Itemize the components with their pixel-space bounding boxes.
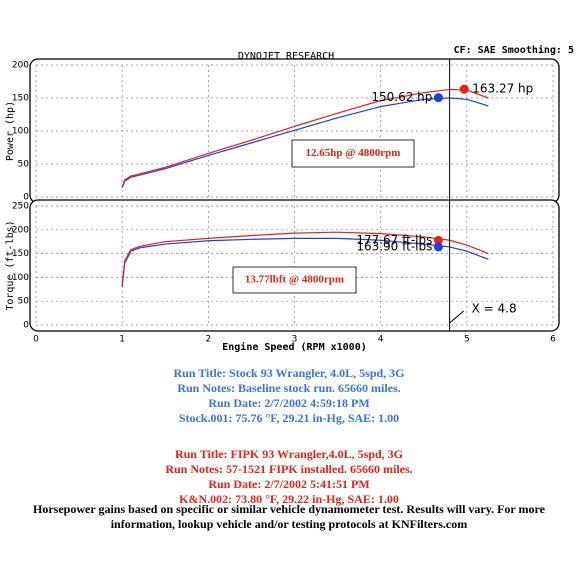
y-axis-label: Power (hp)	[5, 101, 16, 161]
note-box	[232, 266, 357, 294]
footer: information, lookup vehicle and/or testi…	[111, 517, 468, 531]
y-tick-label: 0	[23, 193, 29, 203]
peak-marker	[459, 84, 469, 94]
peak-marker	[433, 235, 443, 245]
x-axis-label: Engine Speed (RPM x1000)	[222, 341, 367, 353]
run-info: Run Title: Stock 93 Wrangler, 4.0L, 5spd…	[173, 366, 404, 380]
settings: CF: SAE Smoothing: 5	[454, 44, 574, 56]
y-tick-label: 150	[12, 249, 29, 259]
note: 12.65hp @ 4800rpm	[306, 147, 401, 159]
x-tick-label: 0	[33, 335, 39, 345]
series-line	[121, 88, 489, 187]
y-tick-label: 200	[12, 61, 29, 71]
x-tick-label: 5	[464, 335, 470, 345]
series-line	[121, 237, 489, 287]
run-info: Run Title: FIPK 93 Wrangler,4.0L, 5spd, …	[175, 447, 403, 461]
footer: Horsepower gains based on specific or si…	[33, 502, 546, 516]
plot-frame	[29, 199, 560, 332]
series-line	[121, 231, 489, 285]
y-tick-label: 250	[12, 202, 29, 212]
peak-label: 150.62 hp	[371, 90, 432, 104]
y-tick-label: 50	[18, 160, 30, 170]
x-tick-label: 4	[378, 335, 384, 345]
y-tick-label: 150	[12, 94, 29, 104]
peak-marker	[433, 242, 443, 252]
run-info: Run Notes: 57-1521 FIPK installed. 65660…	[165, 462, 412, 476]
chart-title: DYNOJET RESEARCH	[238, 51, 334, 62]
x-tick-label: 2	[205, 335, 211, 345]
peak-label: 177.67 ft-lbs	[356, 233, 432, 247]
x-tick-label: 6	[550, 335, 556, 345]
peak-marker	[433, 93, 443, 103]
run-info: Run Date: 2/7/2002 5:41:51 PM	[208, 477, 369, 491]
run-info: K&N.002: 73.80 °F, 29.22 in-Hg, SAE: 1.0…	[179, 492, 399, 506]
run-info: Run Date: 2/7/2002 4:59:18 PM	[208, 396, 369, 410]
note-box	[291, 139, 415, 168]
peak-label: 163.90 ft-lbs	[356, 239, 432, 253]
cursor-pointer	[449, 310, 464, 324]
y-tick-label: 0	[23, 321, 29, 331]
y-tick-label: 100	[12, 273, 29, 283]
run-info: Stock.001: 75.76 °F, 29.21 in-Hg, SAE: 1…	[179, 411, 399, 425]
y-axis-label: Torque (ft-lbs)	[5, 220, 16, 310]
cursor-label: X = 4.8	[472, 302, 517, 316]
x-tick-label: 1	[119, 335, 125, 345]
series-line	[121, 97, 489, 188]
y-tick-label: 100	[12, 127, 29, 137]
x-tick-label: 3	[292, 335, 298, 345]
y-tick-label: 50	[18, 297, 30, 307]
run-info: Run Notes: Baseline stock run. 65660 mil…	[177, 381, 400, 395]
peak-label: 163.27 hp	[472, 82, 533, 96]
y-tick-label: 200	[12, 225, 29, 235]
note: 13.77lbft @ 4800rpm	[245, 274, 344, 286]
